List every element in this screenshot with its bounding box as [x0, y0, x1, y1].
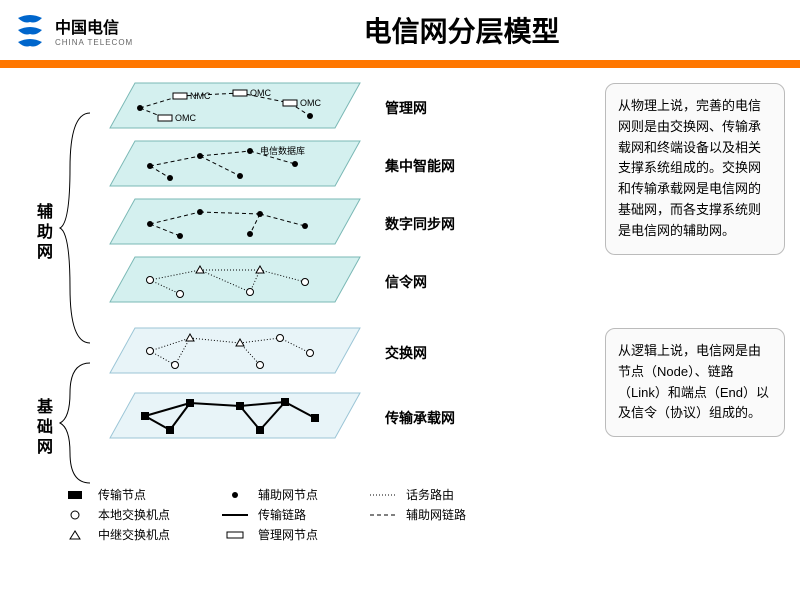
layer-label: 集中智能网 [385, 156, 455, 176]
header: 中国电信 CHINA TELECOM 电信网分层模型 [0, 0, 800, 60]
svg-text:OMC: OMC [300, 98, 321, 108]
legend-item: 本地交换机点 [60, 506, 170, 523]
logo-subtitle: CHINA TELECOM [55, 38, 133, 47]
legend-item: 辅助网节点 [220, 486, 318, 503]
bracket-aux [55, 108, 95, 348]
legend-label: 辅助网节点 [258, 486, 318, 503]
layer-label: 交换网 [385, 343, 427, 363]
layer-label: 信令网 [385, 272, 427, 292]
legend-item: 传输链路 [220, 506, 318, 523]
legend-label: 管理网节点 [258, 526, 318, 543]
legend-icon [60, 510, 90, 520]
divider-bar [0, 60, 800, 68]
logo-company: 中国电信 [55, 14, 133, 38]
svg-text:OMC: OMC [250, 88, 271, 98]
bracket-base [55, 358, 95, 488]
legend-icon [60, 490, 90, 500]
legend: 传输节点本地交换机点中继交换机点辅助网节点传输链路管理网节点话务路由辅助网链路 [60, 486, 466, 543]
info-box-logical: 从逻辑上说，电信网是由节点（Node）、链路（Link）和端点（End）以及信令… [605, 328, 785, 437]
group-label-base: 基础网 [30, 398, 54, 458]
legend-icon [220, 490, 250, 500]
layer-集中智能网: 电信数据库集中智能网 [110, 136, 360, 196]
layer-信令网: 信令网 [110, 252, 360, 312]
layer-数字同步网: 数字同步网 [110, 194, 360, 254]
legend-item: 管理网节点 [220, 526, 318, 543]
legend-label: 中继交换机点 [98, 526, 170, 543]
layer-label: 管理网 [385, 98, 427, 118]
page-title: 电信网分层模型 [133, 10, 790, 50]
legend-item: 中继交换机点 [60, 526, 170, 543]
legend-label: 传输链路 [258, 506, 306, 523]
legend-icon [220, 510, 250, 520]
layer-传输承载网: 传输承载网 [110, 388, 360, 448]
content: 辅助网 基础网 NMCOMCOMCOMC管理网 电信数据库集中智能网 数字同步网… [0, 68, 800, 548]
legend-label: 辅助网链路 [406, 506, 466, 523]
legend-column: 话务路由辅助网链路 [368, 486, 466, 543]
telecom-logo-icon [10, 10, 50, 50]
legend-icon [368, 510, 398, 520]
svg-text:电信数据库: 电信数据库 [260, 145, 305, 156]
legend-icon [220, 530, 250, 540]
info-box-physical: 从物理上说，完善的电信网则是由交换网、传输承载网和终端设备以及相关支撑系统组成的… [605, 83, 785, 255]
svg-text:NMC: NMC [190, 91, 211, 101]
svg-text:OMC: OMC [175, 113, 196, 123]
legend-item: 辅助网链路 [368, 506, 466, 523]
legend-column: 传输节点本地交换机点中继交换机点 [60, 486, 170, 543]
legend-column: 辅助网节点传输链路管理网节点 [220, 486, 318, 543]
legend-icon [60, 530, 90, 540]
logo: 中国电信 CHINA TELECOM [10, 10, 133, 50]
legend-item: 传输节点 [60, 486, 170, 503]
legend-label: 传输节点 [98, 486, 146, 503]
layer-交换网: 交换网 [110, 323, 360, 383]
legend-label: 本地交换机点 [98, 506, 170, 523]
group-label-aux: 辅助网 [30, 203, 54, 263]
legend-label: 话务路由 [406, 486, 454, 503]
legend-item: 话务路由 [368, 486, 466, 503]
legend-icon [368, 490, 398, 500]
layer-label: 传输承载网 [385, 408, 455, 428]
layer-管理网: NMCOMCOMCOMC管理网 [110, 78, 360, 138]
layer-label: 数字同步网 [385, 214, 455, 234]
